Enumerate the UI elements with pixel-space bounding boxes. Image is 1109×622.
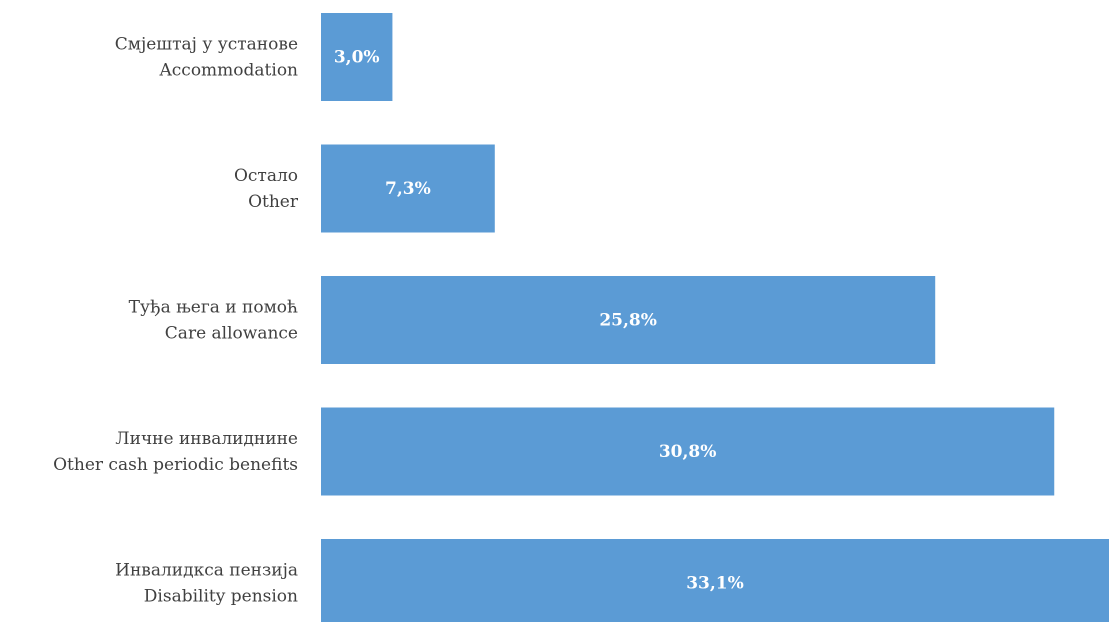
category-label: Смјештај у установе — [115, 35, 298, 55]
value-label: 25,8% — [599, 311, 657, 331]
bar — [321, 13, 393, 101]
category-label: Other — [248, 192, 299, 212]
category-label: Accommodation — [159, 61, 299, 81]
category-label: Остало — [234, 166, 298, 186]
value-label: 33,1% — [686, 574, 744, 594]
bar — [321, 407, 1055, 496]
category-label: Disability pension — [144, 587, 298, 607]
category-label: Инвалидкса пензија — [115, 561, 298, 581]
value-label: 3,0% — [334, 48, 380, 68]
category-label: Личне инвалиднине — [115, 429, 298, 449]
bar — [321, 144, 495, 233]
category-label: Care allowance — [165, 324, 298, 344]
value-label: 30,8% — [659, 442, 717, 462]
category-label: Туђа њега и помоћ — [129, 298, 298, 318]
bar — [321, 539, 1109, 622]
value-label: 7,3% — [385, 179, 431, 199]
bar — [321, 276, 936, 364]
category-label: Other cash periodic benefits — [53, 455, 298, 475]
